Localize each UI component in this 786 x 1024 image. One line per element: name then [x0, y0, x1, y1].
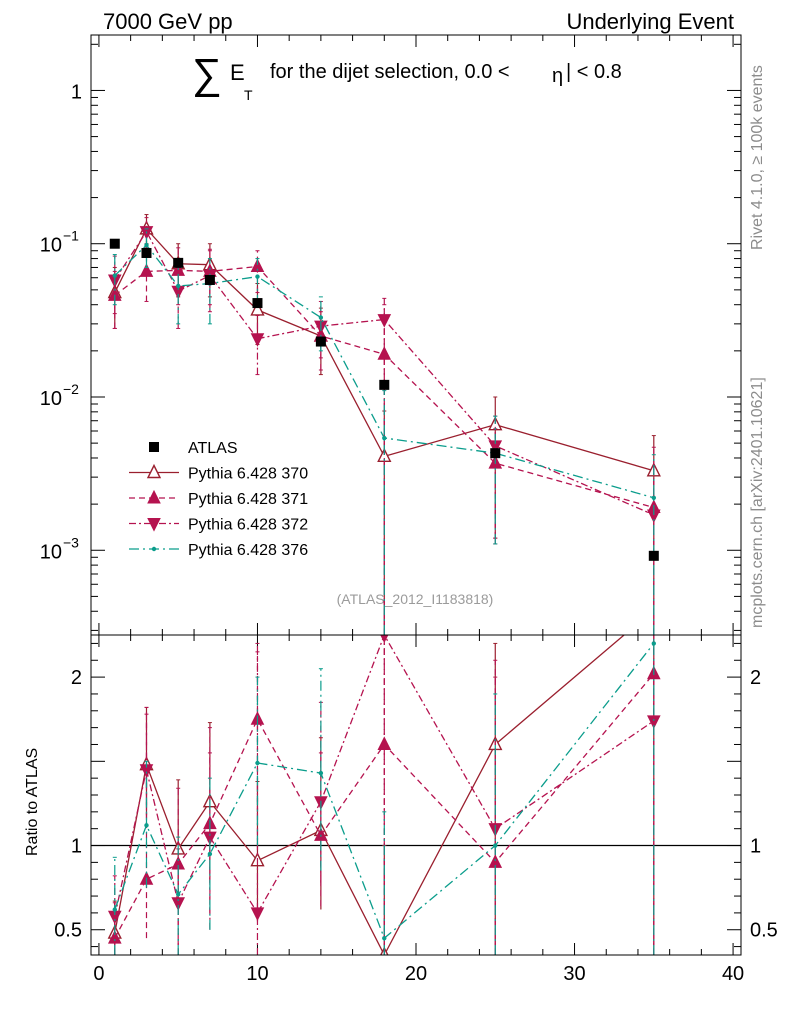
point-p371: [139, 263, 154, 277]
point-p376: [144, 242, 149, 248]
ratio-point-p376: [175, 892, 181, 897]
y-tick-exp: −1: [63, 228, 79, 244]
mcplots-label: mcplots.cern.ch [arXiv:2401.10621]: [749, 377, 766, 628]
ratio-point-p376: [382, 935, 387, 941]
x-tick-label: 40: [722, 963, 744, 985]
ratio-point-p376: [651, 641, 657, 646]
title-eta: η: [552, 65, 563, 87]
title-et-sub: T: [244, 87, 253, 103]
x-tick-label: 10: [246, 963, 268, 985]
rivet-label: Rivet 4.1.0, ≥ 100k events: [749, 65, 766, 250]
y-tick-label-ratio-right: 1: [750, 836, 761, 858]
y-tick-label-main: 10: [40, 541, 62, 563]
point-p371: [250, 258, 265, 273]
y-tick-label-main: 1: [71, 81, 82, 103]
legend-label-p372: Pythia 6.428 372: [188, 517, 308, 534]
ratio-point-p376: [144, 823, 149, 828]
ratio-point-p376: [493, 843, 498, 848]
point-p376: [651, 495, 657, 500]
ratio-point-p376: [112, 907, 117, 912]
legend-marker-p372: [147, 518, 161, 532]
header-right: Underlying Event: [566, 9, 734, 34]
y-tick-label-ratio: 0.5: [54, 920, 82, 942]
legend-label-p376: Pythia 6.428 376: [188, 542, 308, 559]
point-p376: [175, 283, 181, 289]
legend-marker-atlas: [149, 442, 159, 452]
point-atlas: [252, 298, 263, 309]
x-tick-label: 20: [405, 963, 427, 985]
point-atlas: [173, 257, 184, 268]
point-atlas: [315, 336, 326, 347]
legend-label-atlas: ATLAS: [188, 440, 238, 457]
y-tick-base: 10: [40, 235, 62, 257]
title-sigma: ∑: [192, 50, 222, 97]
point-p370: [250, 301, 265, 316]
ratio-ylabel: Ratio to ATLAS: [24, 748, 41, 856]
point-p376: [318, 315, 324, 320]
y-tick-label-ratio: 1: [71, 836, 82, 858]
main-plot: [107, 214, 661, 635]
point-p376: [112, 273, 117, 278]
point-p376: [255, 274, 260, 279]
ratio-point-p376: [318, 770, 324, 776]
legend-label-p371: Pythia 6.428 371: [188, 491, 308, 508]
y-tick-base: 10: [40, 388, 62, 410]
y-tick-label-main: 10: [40, 235, 62, 257]
header-left: 7000 GeV pp: [103, 9, 233, 34]
legend-marker-p371: [147, 489, 161, 504]
y-tick-label-ratio-right: 2: [750, 667, 761, 689]
title-end: | < 0.8: [566, 61, 622, 83]
ratio-point-p372: [171, 897, 186, 911]
y-tick-base: 10: [40, 541, 62, 563]
point-atlas: [379, 379, 390, 390]
ratio-frame: [90, 634, 742, 956]
point-p372: [377, 314, 392, 328]
ratio-line-p376: [114, 643, 655, 940]
ratio-point-p376: [207, 851, 213, 857]
watermark: (ATLAS_2012_I1183818): [337, 591, 494, 607]
legend-marker-p376: [151, 546, 157, 552]
point-atlas: [648, 550, 659, 561]
chart-title: ∑ E T for the dijet selection, 0.0 < η |…: [192, 50, 622, 103]
ratio-point-p372: [380, 635, 389, 644]
ratio-point-p376: [255, 760, 260, 766]
series-line-p372: [114, 230, 655, 516]
legend-marker-p370: [146, 463, 162, 479]
point-atlas: [109, 238, 120, 249]
ratio-point-p372: [203, 831, 217, 846]
ratio-plot: [107, 635, 661, 955]
legend-label-p370: Pythia 6.428 370: [188, 466, 308, 483]
point-atlas: [490, 448, 501, 459]
y-tick-exp: −2: [63, 381, 79, 397]
y-tick-label-ratio-right: 0.5: [750, 920, 778, 942]
title-text: for the dijet selection, 0.0 <: [270, 61, 510, 83]
x-tick-label: 30: [563, 963, 585, 985]
ratio-point-p372: [250, 907, 265, 922]
ratio-line-p372: [114, 635, 655, 917]
y-tick-label-main: 10: [40, 388, 62, 410]
point-p372: [250, 333, 265, 347]
x-tick-label: 0: [93, 963, 104, 985]
point-atlas: [141, 247, 152, 258]
ratio-point-p372: [646, 715, 661, 730]
legend: ATLAS Pythia 6.428 370 Pythia 6.428 371 Pyt…: [129, 440, 308, 559]
y-tick-exp: −3: [63, 534, 79, 550]
point-atlas: [204, 274, 215, 285]
point-p376: [382, 435, 387, 441]
y-tick-label-ratio: 2: [71, 667, 82, 689]
title-et: E: [230, 60, 245, 85]
